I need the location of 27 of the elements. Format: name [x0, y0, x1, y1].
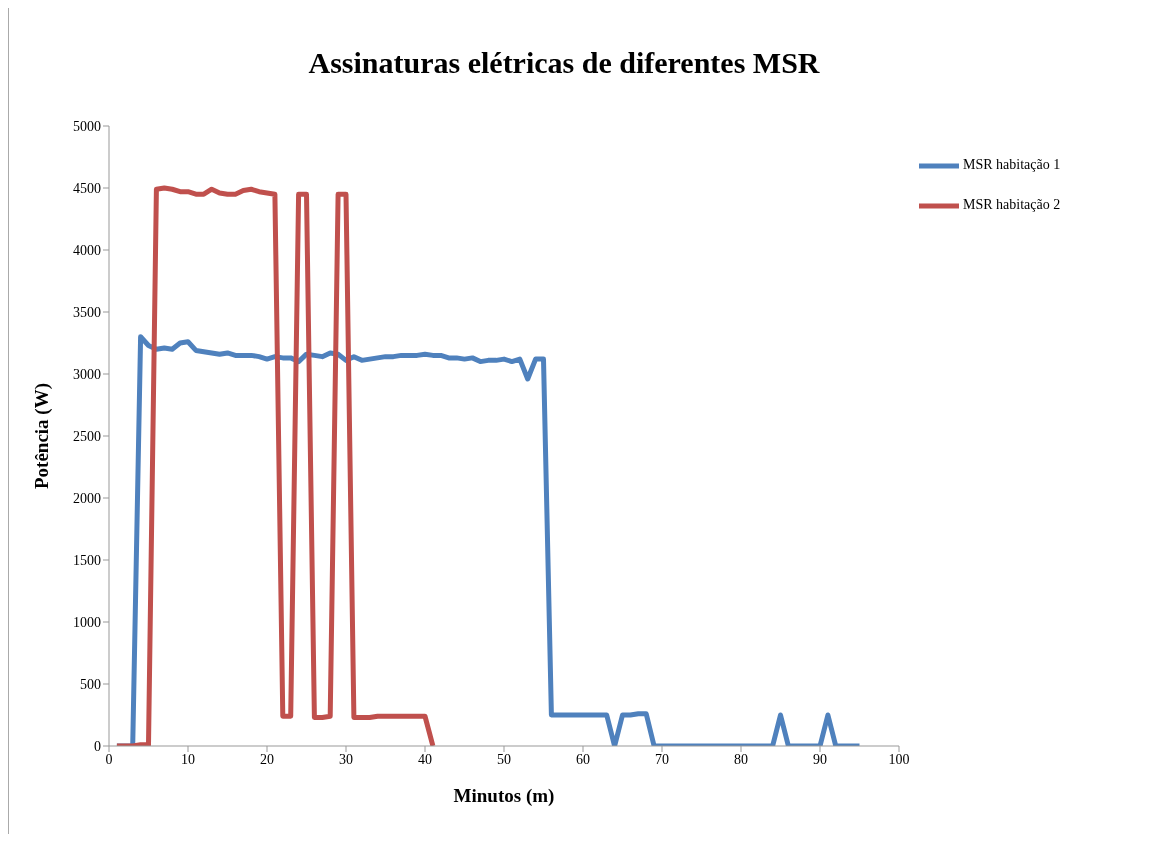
x-tick-label: 60 — [576, 751, 590, 767]
y-tick-label: 4000 — [73, 242, 101, 258]
y-tick-label: 2500 — [73, 428, 101, 444]
chart-title: Assinaturas elétricas de diferentes MSR — [307, 45, 821, 81]
x-axis-title: Minutos (m) — [453, 785, 555, 807]
legend-label: MSR habitação 1 — [963, 157, 1061, 173]
y-tick-label: 3000 — [73, 366, 101, 382]
legend-label: MSR habitação 2 — [963, 197, 1061, 213]
x-tick-label: 0 — [105, 751, 113, 767]
x-tick-label: 100 — [888, 751, 910, 767]
x-tick-label: 30 — [339, 751, 353, 767]
x-tick-label: 80 — [734, 751, 748, 767]
x-tick-label: 10 — [181, 751, 195, 767]
x-tick-label: 70 — [655, 751, 669, 767]
y-tick-label: 3500 — [73, 304, 101, 320]
y-tick-label: 500 — [80, 676, 101, 692]
x-tick-label: 40 — [418, 751, 432, 767]
y-tick-label: 4500 — [73, 180, 101, 196]
y-tick-label: 1500 — [73, 552, 101, 568]
y-tick-label: 5000 — [73, 118, 101, 134]
y-tick-label: 2000 — [73, 490, 101, 506]
y-axis-title: Potência (W) — [30, 382, 53, 490]
x-tick-label: 90 — [813, 751, 827, 767]
x-tick-label: 20 — [260, 751, 274, 767]
y-tick-label: 1000 — [73, 614, 101, 630]
y-tick-label: 0 — [94, 738, 101, 754]
x-tick-label: 50 — [497, 751, 511, 767]
